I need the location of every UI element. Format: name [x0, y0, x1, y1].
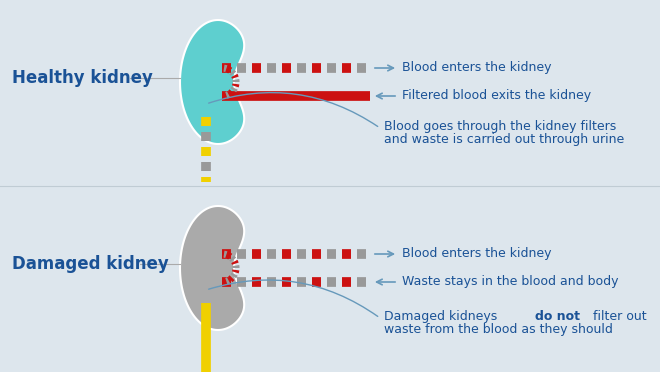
- Polygon shape: [224, 65, 228, 72]
- Polygon shape: [231, 260, 239, 265]
- Text: Filtered blood exits the kidney: Filtered blood exits the kidney: [402, 90, 591, 103]
- Polygon shape: [229, 70, 236, 76]
- Text: do not: do not: [535, 310, 580, 323]
- Polygon shape: [232, 79, 240, 82]
- Text: Damaged kidney: Damaged kidney: [12, 255, 169, 273]
- Polygon shape: [222, 278, 225, 285]
- Polygon shape: [222, 92, 225, 99]
- Text: Blood enters the kidney: Blood enters the kidney: [402, 247, 552, 260]
- Polygon shape: [232, 269, 240, 273]
- Text: Damaged kidneys: Damaged kidneys: [384, 310, 501, 323]
- Text: Healthy kidney: Healthy kidney: [12, 69, 153, 87]
- Polygon shape: [231, 74, 239, 79]
- Polygon shape: [230, 273, 238, 278]
- Text: filter out: filter out: [593, 310, 647, 323]
- Polygon shape: [229, 256, 236, 262]
- Polygon shape: [232, 83, 240, 87]
- Polygon shape: [228, 89, 234, 96]
- Text: Blood goes through the kidney filters: Blood goes through the kidney filters: [384, 120, 616, 133]
- Polygon shape: [228, 275, 234, 282]
- Polygon shape: [230, 87, 238, 92]
- Polygon shape: [180, 20, 244, 144]
- Text: Waste stays in the blood and body: Waste stays in the blood and body: [402, 276, 618, 289]
- Text: Blood enters the kidney: Blood enters the kidney: [402, 61, 552, 74]
- Text: waste from the blood as they should: waste from the blood as they should: [384, 323, 613, 336]
- Polygon shape: [224, 251, 228, 258]
- Polygon shape: [225, 91, 230, 99]
- Text: and waste is carried out through urine: and waste is carried out through urine: [384, 133, 624, 146]
- Polygon shape: [226, 252, 232, 260]
- Polygon shape: [225, 277, 230, 285]
- Polygon shape: [180, 206, 244, 330]
- Polygon shape: [226, 66, 232, 74]
- Polygon shape: [232, 265, 240, 268]
